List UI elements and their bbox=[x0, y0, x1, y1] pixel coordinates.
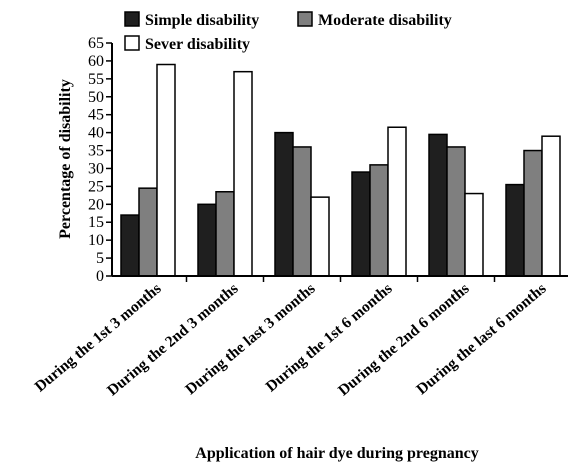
x-category-label: During the last 3 months bbox=[182, 280, 318, 398]
bar-simple-disability bbox=[351, 171, 371, 277]
x-category-label: During the 1st 6 months bbox=[263, 280, 396, 395]
legend-label: Sever disability bbox=[145, 36, 250, 53]
y-tick-label: 65 bbox=[88, 35, 104, 52]
legend-swatch bbox=[297, 11, 313, 27]
y-tick-label: 40 bbox=[88, 125, 104, 142]
y-tick-label: 30 bbox=[88, 160, 104, 177]
y-tick-label: 15 bbox=[88, 214, 104, 231]
bar-moderate-disability bbox=[215, 191, 235, 277]
bar-simple-disability bbox=[120, 214, 140, 277]
bar-moderate-disability bbox=[138, 187, 158, 277]
y-axis-title: Percentage of disability bbox=[57, 79, 74, 239]
bars bbox=[120, 63, 561, 277]
bar-simple-disability bbox=[274, 131, 294, 277]
bar-sever-disability bbox=[310, 196, 330, 277]
x-category-label: During the 2nd 3 months bbox=[104, 280, 242, 399]
y-tick-label: 10 bbox=[88, 232, 104, 249]
legend-label: Simple disability bbox=[145, 12, 259, 29]
bar-moderate-disability bbox=[292, 146, 312, 277]
y-tick-label: 20 bbox=[88, 196, 104, 213]
y-tick-label: 50 bbox=[88, 89, 104, 106]
x-axis-title: Application of hair dye during pregnancy bbox=[195, 445, 478, 462]
x-category-label: During the last 6 months bbox=[413, 280, 549, 398]
legend-swatch bbox=[124, 11, 140, 27]
y-tick-label: 45 bbox=[88, 107, 104, 124]
x-category-label: During the 2nd 6 months bbox=[335, 280, 473, 399]
legend: Simple disability Moderate disability Seve… bbox=[124, 11, 452, 53]
y-tick-label: 35 bbox=[88, 143, 104, 160]
legend-swatch bbox=[124, 35, 140, 51]
y-tick-label: 55 bbox=[88, 71, 104, 88]
y-tick-label: 60 bbox=[88, 53, 104, 70]
x-category-label: During the 1st 3 months bbox=[32, 280, 165, 395]
bar-moderate-disability bbox=[446, 146, 466, 277]
legend-label: Moderate disability bbox=[318, 12, 452, 29]
bar-simple-disability bbox=[505, 183, 525, 277]
bar-sever-disability bbox=[156, 63, 176, 277]
bar-sever-disability bbox=[233, 70, 253, 277]
bar-simple-disability bbox=[197, 203, 217, 277]
bar-moderate-disability bbox=[369, 164, 389, 277]
y-tick-label: 0 bbox=[96, 268, 104, 285]
bar-simple-disability bbox=[428, 133, 448, 277]
bar-sever-disability bbox=[464, 192, 484, 277]
bar-moderate-disability bbox=[523, 149, 543, 277]
y-tick-label: 5 bbox=[96, 250, 104, 267]
y-tick-label: 25 bbox=[88, 178, 104, 195]
bar-sever-disability bbox=[387, 126, 407, 277]
bar-sever-disability bbox=[541, 135, 561, 277]
